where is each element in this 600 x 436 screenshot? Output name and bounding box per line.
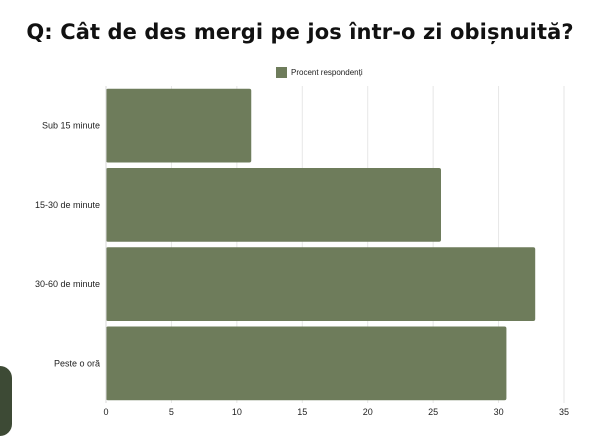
category-label: 30-60 de minute	[35, 279, 100, 289]
chart-title: Q: Cât de des mergi pe jos într-o zi obi…	[26, 20, 574, 44]
x-tick-label: 30	[494, 407, 504, 417]
x-tick-label: 20	[363, 407, 373, 417]
x-tick-label: 25	[428, 407, 438, 417]
bar-chart: Sub 15 minute 15-30 de minute 30-60 de min…	[35, 86, 569, 417]
x-tick-label: 0	[103, 407, 108, 417]
legend-swatch	[276, 66, 287, 78]
x-tick-label: 35	[559, 407, 569, 417]
category-label: 15-30 de minute	[35, 200, 100, 210]
x-tick-label: 10	[232, 407, 242, 417]
bar	[106, 88, 252, 163]
bar	[106, 168, 441, 242]
bar	[106, 326, 507, 401]
legend-label: Procent respondenți	[291, 67, 363, 77]
category-label: Sub 15 minute	[42, 121, 100, 131]
bar	[106, 247, 536, 321]
category-label: Peste o oră	[54, 358, 100, 368]
legend: Procent respondenți	[276, 66, 363, 78]
decorative-corner-shape	[0, 366, 12, 436]
x-tick-label: 15	[297, 407, 307, 417]
x-tick-label: 5	[169, 407, 174, 417]
